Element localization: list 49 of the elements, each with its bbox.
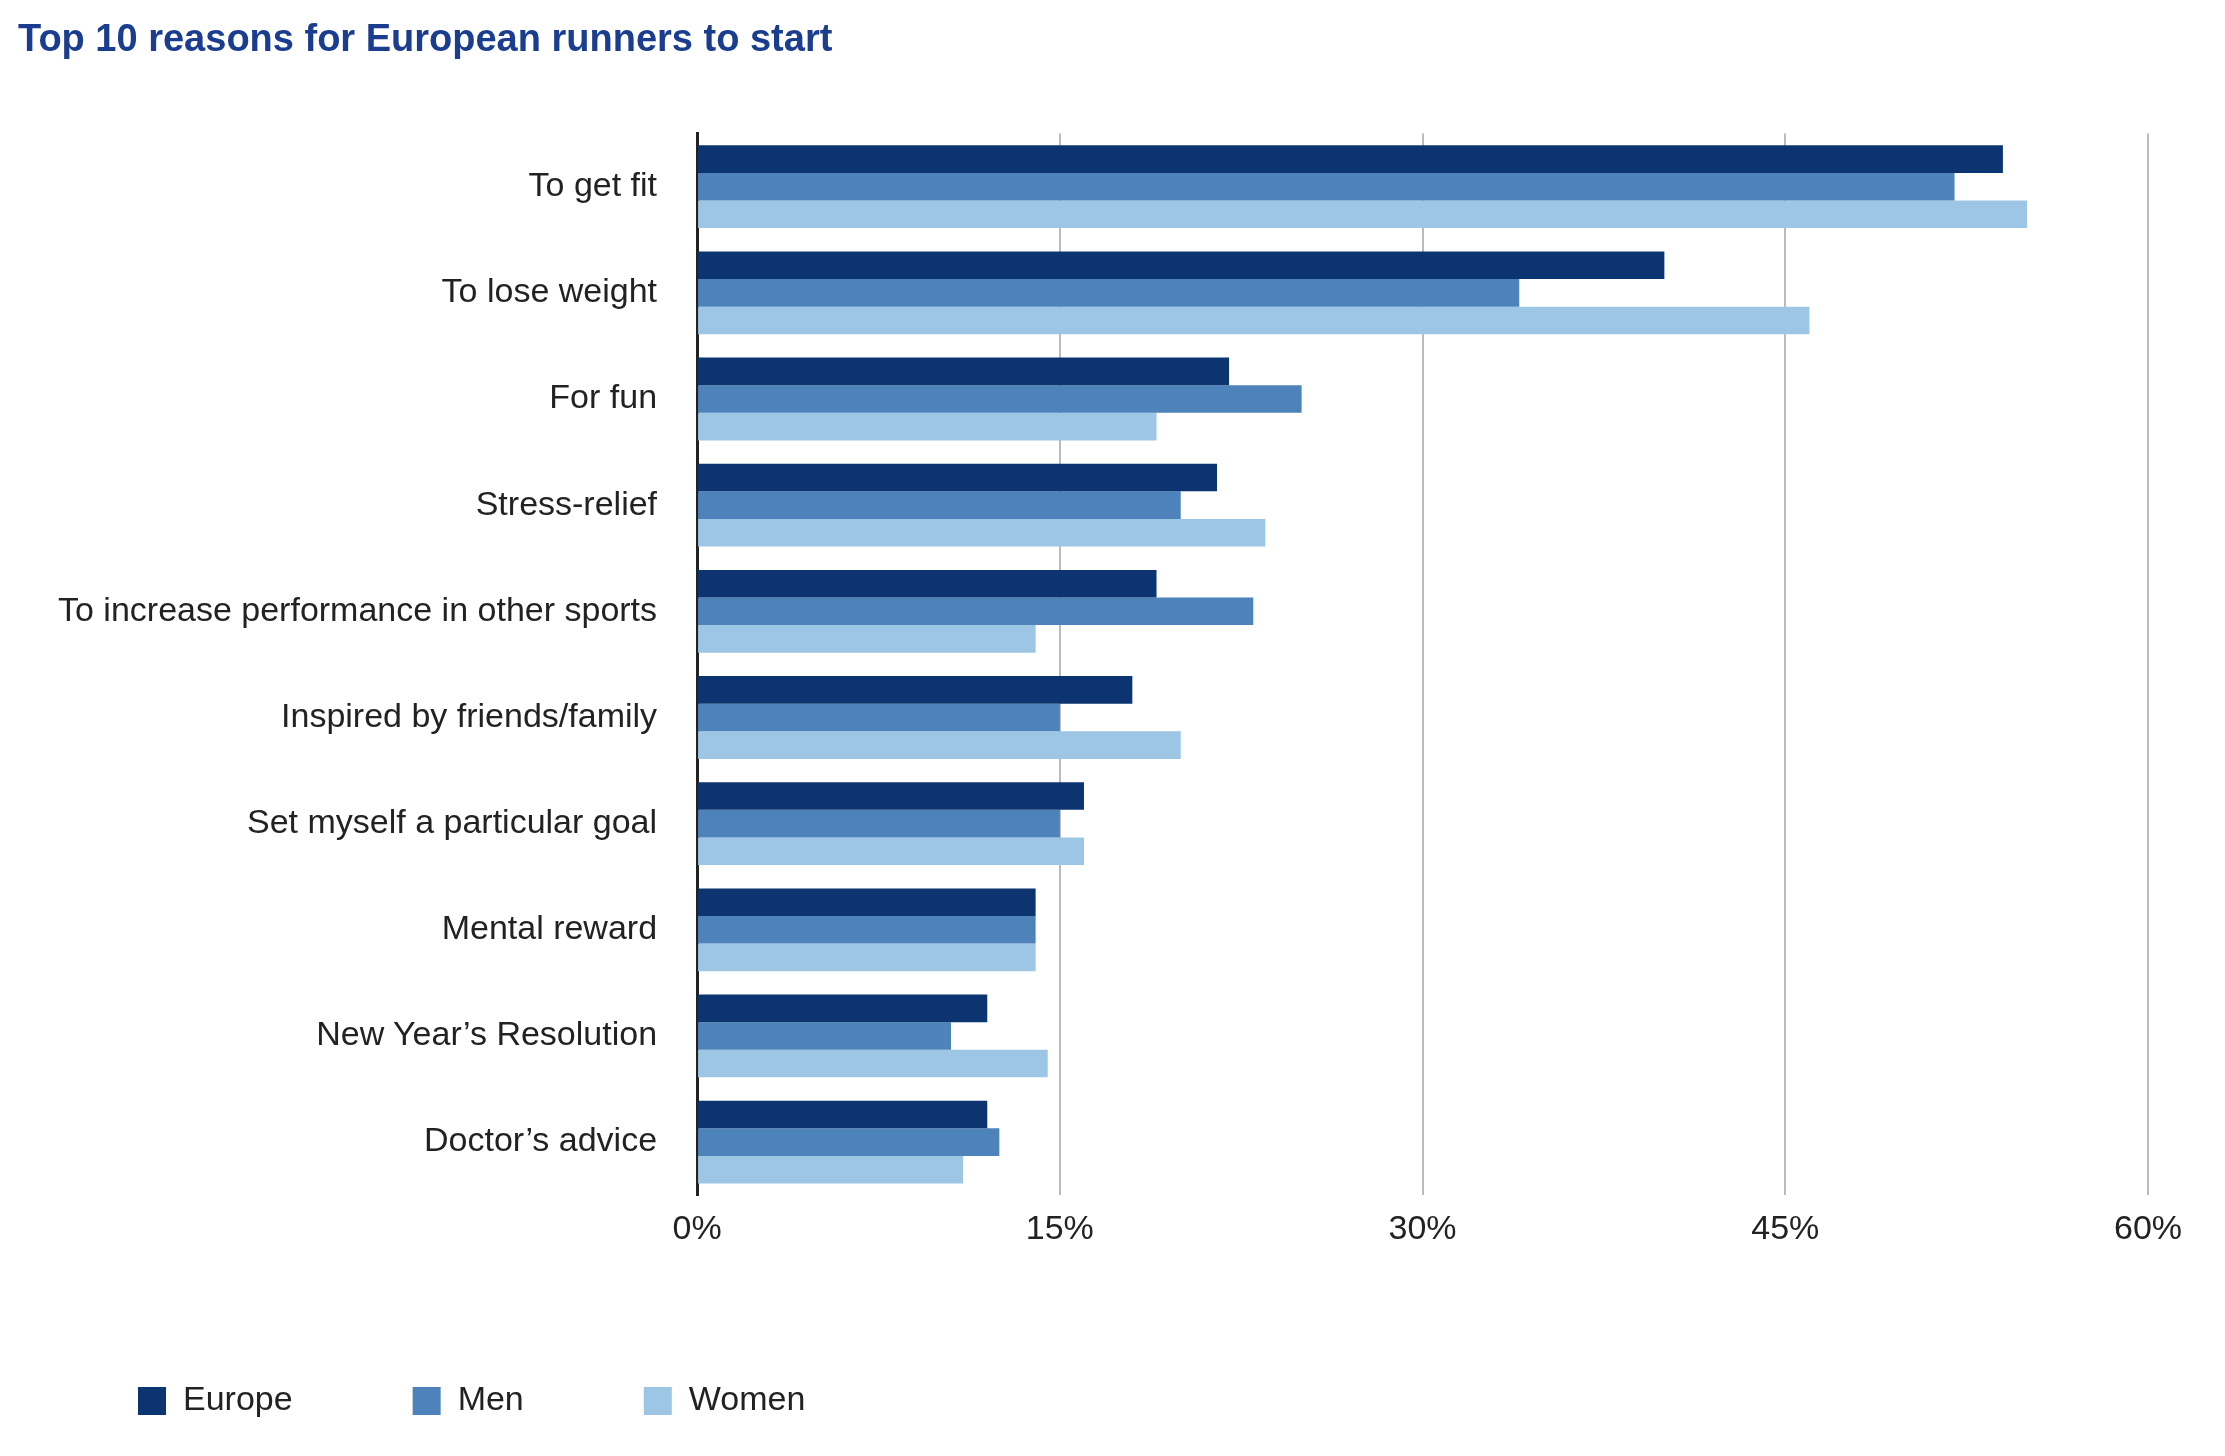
bar bbox=[698, 569, 1157, 598]
x-tick-label: 15% bbox=[1025, 1207, 1094, 1246]
bar bbox=[698, 782, 1084, 810]
bar bbox=[698, 943, 1036, 972]
x-tick-label: 60% bbox=[2113, 1207, 2183, 1246]
bar bbox=[698, 1049, 1048, 1078]
bar bbox=[698, 306, 1810, 335]
bar bbox=[698, 1022, 951, 1050]
bar bbox=[698, 200, 2028, 229]
legend-label: Women bbox=[688, 1379, 806, 1418]
bar bbox=[698, 491, 1181, 519]
bar bbox=[698, 837, 1084, 866]
bar bbox=[698, 279, 1520, 307]
x-tick-label: 0% bbox=[672, 1207, 722, 1246]
y-tick-label: Doctor’s advice bbox=[423, 1120, 658, 1159]
y-tick-label: Inspired by friends/family bbox=[281, 695, 658, 734]
bar bbox=[698, 809, 1060, 838]
bar bbox=[698, 625, 1036, 653]
y-tick-label: Stress-relief bbox=[475, 483, 658, 522]
bar bbox=[698, 385, 1302, 413]
bar bbox=[698, 676, 1133, 704]
bar bbox=[698, 1128, 1000, 1156]
bar bbox=[698, 518, 1266, 547]
y-tick-label: To get fit bbox=[528, 165, 658, 204]
bar bbox=[698, 703, 1060, 732]
y-tick-label: Mental reward bbox=[441, 908, 658, 947]
bar bbox=[698, 731, 1181, 759]
bar bbox=[698, 916, 1036, 944]
y-tick-label: To lose weight bbox=[441, 271, 658, 310]
bar bbox=[698, 888, 1036, 916]
y-tick-label: To increase performance in other sports bbox=[57, 589, 658, 628]
y-tick-label: New Year’s Resolution bbox=[316, 1014, 658, 1053]
bar bbox=[698, 172, 1955, 201]
legend-label: Men bbox=[457, 1379, 524, 1418]
bar bbox=[698, 145, 2003, 173]
legend-label: Europe bbox=[183, 1379, 293, 1418]
bar bbox=[698, 597, 1254, 626]
x-tick-label: 45% bbox=[1751, 1207, 1820, 1246]
y-tick-label: Set myself a particular goal bbox=[246, 802, 658, 841]
bar bbox=[698, 251, 1665, 280]
bar bbox=[698, 463, 1217, 492]
bar bbox=[698, 994, 988, 1023]
bar bbox=[698, 357, 1230, 386]
x-tick-label: 30% bbox=[1388, 1207, 1457, 1246]
bar bbox=[698, 1100, 988, 1129]
bar bbox=[698, 412, 1157, 441]
bar bbox=[698, 1155, 964, 1184]
chart-title: Top 10 reasons for European runners to start bbox=[18, 17, 833, 60]
y-tick-label: For fun bbox=[549, 377, 658, 416]
